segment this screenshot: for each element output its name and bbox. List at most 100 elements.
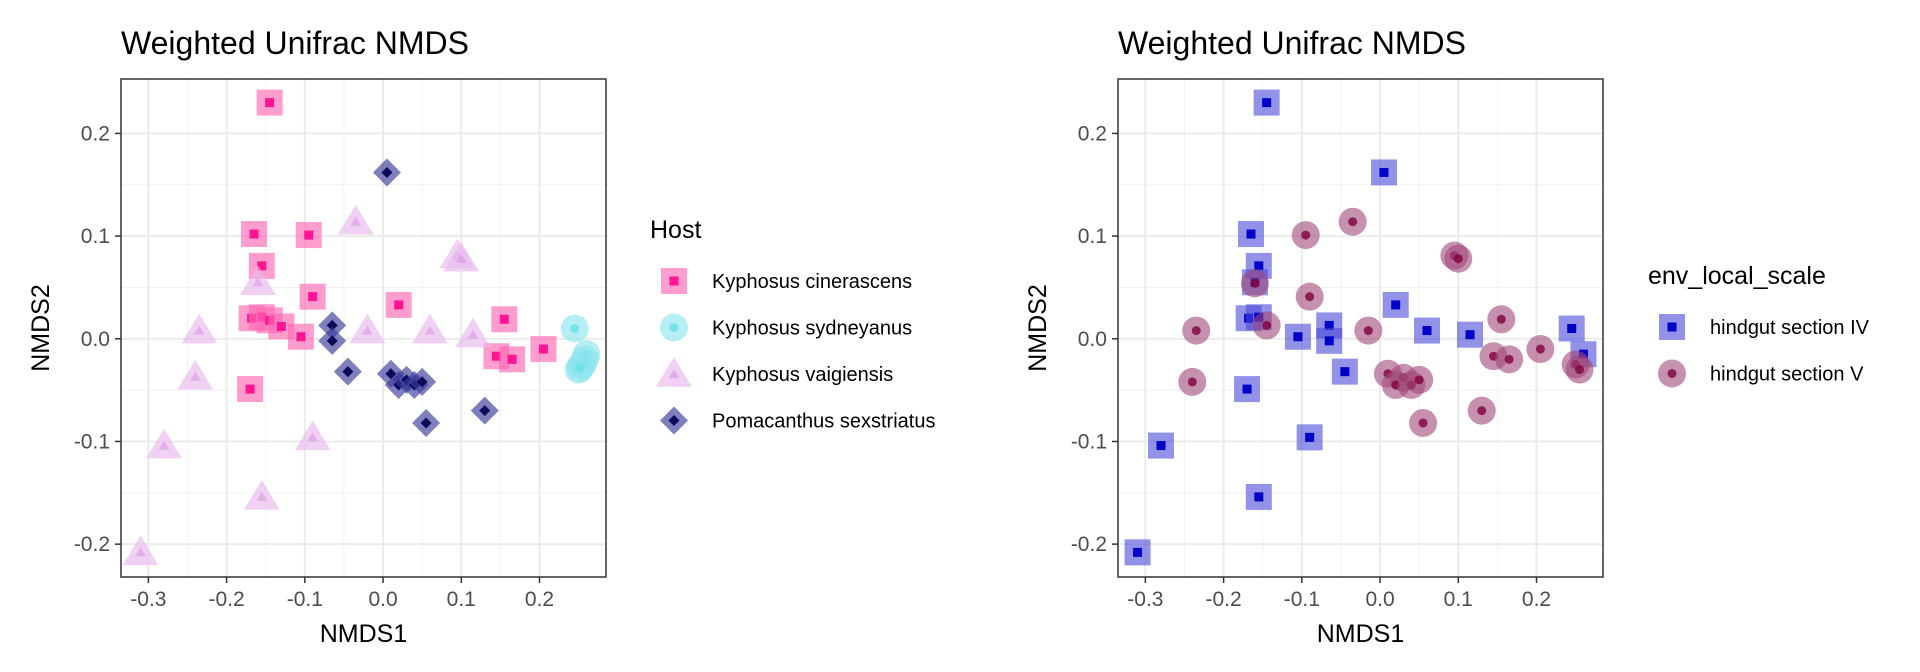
y-tick-label: -0.1 [1071,430,1107,453]
data-point [1178,367,1207,396]
legend-label: Kyphosus sydneyanus [712,318,912,340]
data-point [287,323,314,350]
series-pomacanthus-sexstriatus [318,158,499,437]
data-point [256,89,283,116]
legend-title: Host [650,216,701,244]
data-point [470,396,499,425]
data-point [560,314,589,343]
legend: Host Kyphosus cinerascens Kyphosus sydneya… [650,216,935,435]
legend-item-kyphosus-sydneyanus: Kyphosus sydneyanus [660,313,912,342]
x-tick-label: -0.2 [209,588,245,611]
x-tick-label: -0.3 [1127,588,1163,611]
data-point [408,367,437,396]
legend-title: env_local_scale [1648,262,1826,290]
legend-item-hindgut-section-v: hindgut section V [1658,359,1864,388]
x-axis-title: NMDS1 [1317,620,1405,648]
chart-panel-1: Weighted Unifrac NMDS -0.3 -0.2 -0.1 0.0 0.1 0… [27,25,935,648]
x-tick-label: 0.0 [368,588,397,611]
data-point [1495,345,1524,374]
data-point [1284,323,1311,350]
data-point [333,357,362,386]
plot-border [120,78,607,578]
x-tick-label: 0.1 [447,588,476,611]
data-point [318,326,347,355]
series-kyphosus-sydneyanus [560,314,601,384]
series-hindgut-section-v [1178,207,1594,437]
y-axis: -0.2 -0.1 0.0 0.1 0.2 [1071,122,1118,556]
data-point [1124,539,1151,566]
x-axis: -0.3 -0.2 -0.1 0.0 0.1 0.2 [1127,577,1551,611]
legend-item-kyphosus-vaigiensis: Kyphosus vaigiensis [656,357,893,387]
x-tick-label: 0.1 [1444,588,1473,611]
series-kyphosus-cinerascens [237,89,557,403]
plot-border [1117,78,1604,578]
data-point [1252,311,1281,340]
legend-key [661,268,687,294]
data-point [1237,221,1264,248]
data-point [295,222,322,249]
data-point [455,317,491,348]
y-tick-label: 0.2 [1078,122,1107,145]
x-tick-label: -0.1 [287,588,323,611]
data-point [566,353,595,382]
data-point [337,204,374,235]
y-axis: -0.2 -0.1 0.0 0.1 0.2 [74,122,121,556]
data-point [146,428,182,459]
data-point [299,283,326,310]
data-point [1526,335,1555,364]
data-point [1291,221,1320,250]
data-point [1487,305,1516,334]
y-tick-label: 0.2 [81,122,110,145]
data-point [1296,424,1323,451]
legend-item-pomacanthus-sexstriatus: Pomacanthus sexstriatus [660,406,935,435]
data-point [237,376,264,403]
legend-label: hindgut section V [1710,364,1864,386]
data-point [294,420,331,451]
data-point [1240,269,1269,298]
data-point [1338,207,1367,236]
data-point [1413,317,1440,344]
y-axis-title: NMDS2 [1024,284,1052,372]
data-point [1354,316,1383,345]
data-point [499,346,526,373]
y-tick-label: -0.2 [1071,533,1107,556]
legend-key [1658,359,1686,388]
data-point [412,313,448,344]
data-point [1409,408,1438,437]
y-axis-title: NMDS2 [27,284,55,372]
y-tick-label: 0.0 [81,328,110,351]
data-point [1253,89,1280,116]
x-axis-title: NMDS1 [320,620,408,648]
data-point [1182,316,1211,345]
legend-label: Kyphosus vaigiensis [712,364,893,386]
y-tick-label: 0.1 [81,225,110,248]
data-point [349,313,386,344]
chart-panel-2: Weighted Unifrac NMDS -0.3 -0.2 -0.1 0.0 0.1 0… [1024,25,1870,648]
x-tick-label: -0.2 [1206,588,1242,611]
data-point [491,306,518,333]
legend-key [660,313,688,342]
series-kyphosus-vaigiensis [122,204,491,566]
data-point [1295,282,1324,311]
chart-title: Weighted Unifrac NMDS [1118,25,1466,61]
data-point [1457,321,1484,348]
x-tick-label: 0.0 [1365,588,1394,611]
data-point [1467,396,1496,425]
chart-title: Weighted Unifrac NMDS [121,25,469,61]
data-point [385,291,412,318]
data-point [1558,315,1585,342]
x-tick-label: -0.3 [130,588,166,611]
y-tick-label: 0.1 [1078,225,1107,248]
y-tick-label: 0.0 [1078,328,1107,351]
data-point [372,158,401,187]
data-point [240,265,276,296]
data-point [1331,358,1358,385]
data-point [1405,365,1434,394]
data-point [181,313,218,344]
data-point [1245,483,1272,510]
data-point [1382,291,1409,318]
data-point [177,359,214,390]
legend-item-hindgut-section-iv: hindgut section IV [1659,314,1870,340]
data-point [240,221,267,248]
